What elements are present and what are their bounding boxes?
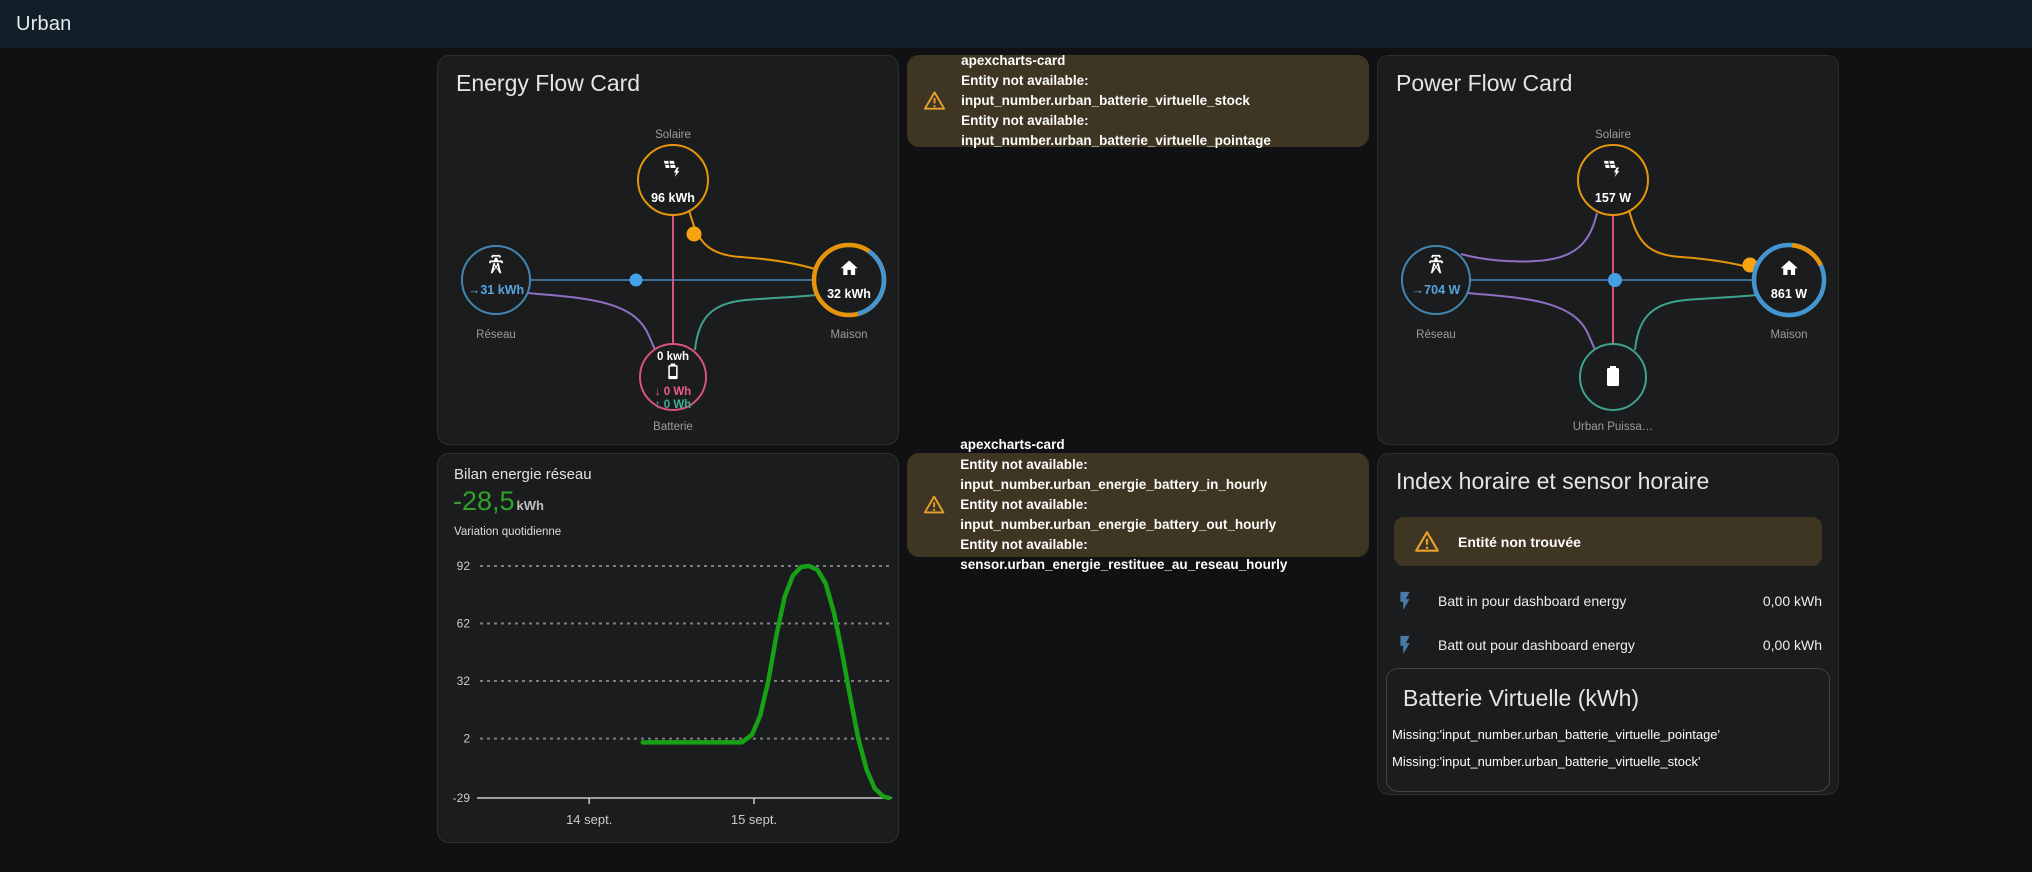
solar-node[interactable]: Solaire 157 W xyxy=(1577,129,1649,216)
apexcharts-warning-card-1: apexcharts-card Entity not available: in… xyxy=(907,53,1369,148)
home-solar-arc xyxy=(1791,242,1823,267)
home-node[interactable]: 861 W Maison xyxy=(1751,242,1827,341)
solar-to-home-line xyxy=(1628,209,1756,270)
home-icon xyxy=(840,260,858,275)
bilan-series-line xyxy=(640,563,892,801)
transmission-tower-icon xyxy=(488,254,504,274)
grid-to-battery-line xyxy=(526,292,656,351)
bilan-subtitle: Variation quotidienne xyxy=(454,526,562,538)
svg-text:Solaire: Solaire xyxy=(1595,129,1631,141)
index-horaire-card: Index horaire et sensor horaire Entité n… xyxy=(1377,453,1839,795)
grid-node[interactable]: →31 kWh Réseau xyxy=(461,245,531,341)
entity-row-label: Batt in pour dashboard energy xyxy=(1438,593,1627,609)
energy-flow-card-title: Energy Flow Card xyxy=(456,70,641,96)
x-axis-tick-label: 15 sept. xyxy=(731,812,777,827)
warning-line: Entity not available: input_number.urban… xyxy=(961,73,1250,108)
battery-node[interactable]: 0 kwh ↓ 0 Wh ↑ 0 Wh Batterie xyxy=(639,343,707,433)
batterie-virtuelle-card: Batterie Virtuelle (kWh) Missing:'input_… xyxy=(1386,668,1830,792)
battery-outline-icon xyxy=(668,363,678,380)
solar-panel-icon xyxy=(1603,160,1620,177)
svg-text:Réseau: Réseau xyxy=(476,329,516,341)
alert-icon xyxy=(923,91,946,110)
svg-text:Urban Puissa…: Urban Puissa… xyxy=(1573,421,1654,433)
grid-flow-dot xyxy=(629,273,643,287)
transmission-tower-icon xyxy=(1428,254,1444,274)
bilan-line-chart: 92 62 32 2 -29 14 sept. 15 sept. xyxy=(453,559,892,827)
solar-to-home-line xyxy=(688,209,816,270)
power-flow-card: Power Flow Card Solaire 157 W →704 W Rés… xyxy=(1377,55,1839,445)
warning-title: apexcharts-card xyxy=(960,437,1065,452)
entity-row-value: 0,00 kWh xyxy=(1762,593,1822,609)
y-axis-tick-label: 32 xyxy=(457,674,471,688)
warning-title: apexcharts-card xyxy=(961,53,1066,68)
x-axis-tick-label: 14 sept. xyxy=(566,812,612,827)
svg-text:0 kwh: 0 kwh xyxy=(657,351,689,363)
bilan-current-value: -28,5 kWh xyxy=(453,486,544,517)
svg-text:→31 kWh: →31 kWh xyxy=(468,283,524,297)
batterie-virtuelle-title: Batterie Virtuelle (kWh) xyxy=(1403,685,1640,711)
solar-node[interactable]: Solaire 96 kWh xyxy=(637,129,709,216)
entity-not-found-label: Entité non trouvée xyxy=(1458,533,1581,550)
alert-icon xyxy=(923,495,945,514)
index-card-title: Index horaire et sensor horaire xyxy=(1396,468,1710,494)
energy-flow-card: Energy Flow Card Solaire 96 kWh →31 kWh … xyxy=(437,55,899,445)
lightning-bolt-icon xyxy=(1400,591,1410,611)
entity-row-batt-in[interactable]: Batt in pour dashboard energy 0,00 kWh xyxy=(1394,581,1822,621)
grid-flow-dot xyxy=(1608,273,1622,287)
warning-line: Entity not available: input_number.urban… xyxy=(960,497,1277,532)
home-node[interactable]: 32 kWh Maison xyxy=(811,242,887,341)
y-axis-tick-label: 62 xyxy=(457,617,471,631)
solar-flow-dot xyxy=(686,226,702,242)
svg-text:Maison: Maison xyxy=(830,329,867,341)
grid-to-battery-line xyxy=(1466,292,1596,351)
svg-text:↓ 0 Wh: ↓ 0 Wh xyxy=(655,386,691,398)
lightning-bolt-icon xyxy=(1400,635,1410,655)
app-header: Urban xyxy=(0,0,2032,48)
svg-text:↑ 0 Wh: ↑ 0 Wh xyxy=(655,399,691,411)
grid-node[interactable]: →704 W Réseau xyxy=(1401,245,1471,341)
entity-not-found-warning: Entité non trouvée xyxy=(1394,517,1822,566)
svg-text:32 kWh: 32 kWh xyxy=(827,287,871,301)
y-axis-tick-label: 92 xyxy=(457,559,471,573)
entity-row-value: 0,00 kWh xyxy=(1762,637,1822,653)
apexcharts-warning-card-2: apexcharts-card Entity not available: in… xyxy=(907,437,1369,572)
energy-flow-diagram: Solaire 96 kWh →31 kWh Réseau 32 kWh Mai… xyxy=(461,129,887,433)
warning-line: Entity not available: sensor.urban_energ… xyxy=(960,537,1288,572)
missing-entity-line: Missing:'input_number.urban_batterie_vir… xyxy=(1392,754,1701,769)
solar-to-grid-line xyxy=(1460,212,1598,263)
entity-row-batt-out[interactable]: Batt out pour dashboard energy 0,00 kWh xyxy=(1394,625,1822,665)
warning-line: Entity not available: input_number.urban… xyxy=(960,457,1268,492)
bilan-unit: kWh xyxy=(516,498,544,513)
svg-text:Maison: Maison xyxy=(1770,329,1807,341)
bilan-title: Bilan energie réseau xyxy=(454,466,592,483)
svg-text:Batterie: Batterie xyxy=(653,421,693,433)
svg-text:Réseau: Réseau xyxy=(1416,329,1456,341)
svg-text:157 W: 157 W xyxy=(1595,191,1631,205)
page-title: Urban xyxy=(16,12,72,35)
warning-line: Entity not available: input_number.urban… xyxy=(961,113,1271,148)
battery-icon xyxy=(1607,366,1619,386)
home-icon xyxy=(1780,260,1798,275)
power-flow-card-title: Power Flow Card xyxy=(1396,70,1573,96)
svg-text:861 W: 861 W xyxy=(1771,287,1807,301)
missing-entity-line: Missing:'input_number.urban_batterie_vir… xyxy=(1392,727,1721,742)
home-grid-arc xyxy=(857,249,887,316)
alert-icon xyxy=(1415,530,1439,552)
svg-text:Solaire: Solaire xyxy=(655,129,691,141)
y-axis-tick-label: -29 xyxy=(453,791,471,805)
solar-panel-icon xyxy=(663,160,680,177)
bilan-energie-card: Bilan energie réseau -28,5 kWh Variation… xyxy=(437,453,899,843)
entity-row-label: Batt out pour dashboard energy xyxy=(1438,637,1635,653)
power-flow-diagram: Solaire 157 W →704 W Réseau 861 W Maison xyxy=(1401,129,1827,433)
battery-to-home-line xyxy=(1634,294,1758,351)
y-axis-tick-label: 2 xyxy=(463,732,470,746)
svg-text:96 kWh: 96 kWh xyxy=(651,191,695,205)
battery-node[interactable]: Urban Puissa… xyxy=(1573,343,1654,433)
svg-text:→704 W: →704 W xyxy=(1412,283,1461,297)
bilan-value: -28,5 xyxy=(453,486,515,516)
battery-to-home-line xyxy=(694,294,818,351)
